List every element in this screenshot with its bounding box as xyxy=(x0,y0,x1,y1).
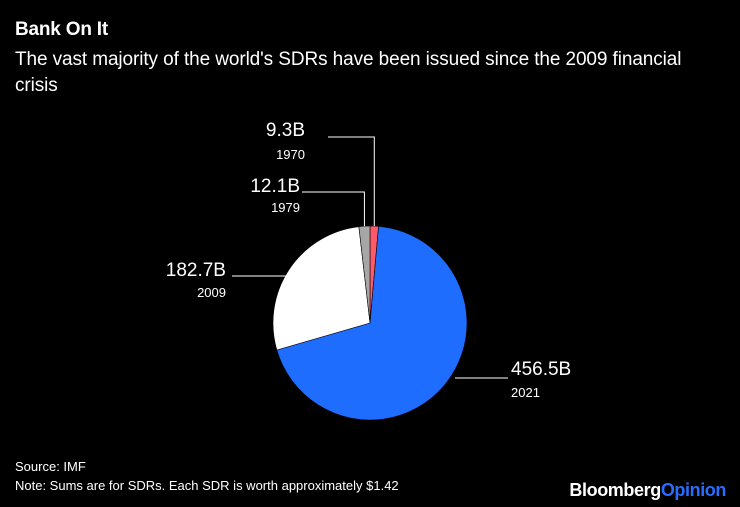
footnote: Note: Sums are for SDRs. Each SDR is wor… xyxy=(15,478,399,493)
source-note: Source: IMF xyxy=(15,459,86,474)
leader-line-1970 xyxy=(328,136,375,227)
year-label-2009: 2009 xyxy=(197,285,226,300)
logo-bloomberg: Bloomberg xyxy=(569,480,661,500)
pie-slice-2021 xyxy=(276,226,468,421)
pie-slices xyxy=(272,225,468,421)
year-label-2021: 2021 xyxy=(511,385,540,400)
chart-subtitle: The vast majority of the world's SDRs ha… xyxy=(15,49,682,96)
value-label-1979: 12.1B xyxy=(250,176,300,197)
slice-labels: 9.3B 1970 456.5B 2021 182.7B 2009 12.1B 1979 xyxy=(166,120,571,400)
logo-opinion: Opinion xyxy=(660,480,727,500)
bloomberg-opinion-logo: BloombergOpinion xyxy=(569,480,726,501)
pie-slice-2009 xyxy=(272,226,371,351)
value-label-2009: 182.7B xyxy=(166,260,226,281)
year-label-1979: 1979 xyxy=(271,200,300,215)
leader-line-1979 xyxy=(302,191,365,227)
value-label-1970: 9.3B xyxy=(266,120,305,141)
chart-title: Bank On It xyxy=(15,19,109,40)
year-label-1970: 1970 xyxy=(276,147,305,162)
value-label-2021: 456.5B xyxy=(511,359,571,380)
